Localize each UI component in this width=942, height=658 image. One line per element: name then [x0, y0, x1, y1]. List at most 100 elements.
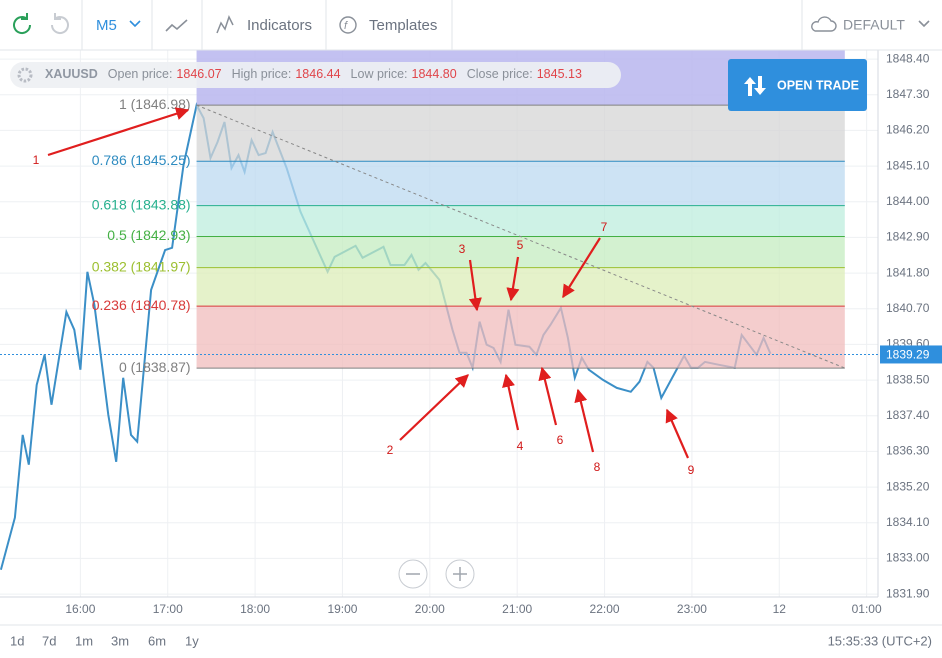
- range-button[interactable]: 6m: [148, 633, 166, 648]
- fib-zone: [196, 105, 845, 162]
- y-tick-label: 1845.10: [886, 158, 930, 172]
- fib-level-label: 0 (1838.87): [119, 359, 191, 375]
- low-label: Low price:: [351, 67, 408, 81]
- current-price-label: 1839.29: [886, 348, 930, 362]
- templates-button[interactable]: Templates: [369, 17, 437, 34]
- y-tick-label: 1846.20: [886, 123, 930, 137]
- annotation-label: 9: [688, 463, 695, 477]
- fib-zone: [196, 205, 845, 237]
- current-price-box: [880, 345, 942, 364]
- fib-level-label: 0.382 (1841.97): [92, 258, 191, 274]
- x-tick-label: 12: [773, 602, 787, 616]
- x-tick-label: 19:00: [327, 602, 357, 616]
- x-tick-label: 20:00: [415, 602, 445, 616]
- annotation-label: 3: [459, 242, 466, 256]
- fib-zone: [196, 267, 845, 307]
- chart-type-icon[interactable]: [165, 19, 188, 32]
- fib-trend-line: [196, 104, 845, 369]
- zoom-in-icon: [453, 567, 467, 581]
- open-value: 1846.07: [176, 67, 221, 81]
- annotation-label: 6: [557, 433, 564, 447]
- settings-icon[interactable]: [17, 67, 33, 83]
- y-tick-label: 1836.30: [886, 444, 930, 458]
- y-tick-label: 1833.00: [886, 551, 930, 565]
- redo-icon[interactable]: [50, 13, 69, 34]
- low-value: 1844.80: [412, 67, 457, 81]
- y-tick-label: 1840.70: [886, 301, 930, 315]
- y-tick-label: 1841.80: [886, 265, 930, 279]
- ohlc-bg: [10, 62, 621, 88]
- y-tick-label: 1842.90: [886, 230, 930, 244]
- symbol: XAUUSD: [45, 67, 98, 81]
- templates-icon[interactable]: [339, 16, 357, 34]
- x-tick-label: 23:00: [677, 602, 707, 616]
- annotation-label: 4: [517, 439, 524, 453]
- clock: 15:35:33 (UTC+2): [828, 633, 932, 648]
- indicators-icon[interactable]: [216, 15, 234, 34]
- annotation-arrow: [399, 374, 469, 441]
- cloud-icon[interactable]: [811, 16, 837, 32]
- templates-icon-glyph: f: [344, 20, 348, 32]
- toolbar-bg: [0, 0, 942, 50]
- y-tick-label: 1847.30: [886, 87, 930, 101]
- range-buttons: 1d 7d 1m 3m 6m 1y: [10, 633, 199, 648]
- layout-button[interactable]: DEFAULT: [843, 17, 905, 33]
- y-tick-label: 1848.40: [886, 51, 930, 65]
- annotation-label: 2: [387, 443, 394, 457]
- annotation-label: 7: [601, 220, 608, 234]
- fib-zone: [196, 306, 845, 369]
- close-value: 1845.13: [537, 67, 582, 81]
- toolbar: M5 Indicators f Templates DEFAULT: [0, 0, 942, 51]
- open-trade-button[interactable]: OPEN TRADE: [728, 59, 867, 111]
- ohlc-bar: XAUUSD Open price: 1846.07 High price: 1846.…: [10, 62, 621, 88]
- y-tick-label: 1844.00: [886, 194, 930, 208]
- range-button[interactable]: 3m: [111, 633, 129, 648]
- range-button[interactable]: 1m: [75, 633, 93, 648]
- fib-level-label: 1 (1846.98): [119, 96, 191, 112]
- x-tick-label: 17:00: [153, 602, 183, 616]
- y-tick-label: 1834.10: [886, 515, 930, 529]
- x-tick-label: 22:00: [590, 602, 620, 616]
- trade-icon: [744, 76, 766, 96]
- annotation-label: 5: [517, 238, 524, 252]
- annotation-arrow: [665, 408, 690, 459]
- close-label: Close price:: [467, 67, 533, 81]
- ohlc-text: XAUUSD Open price: 1846.07 High price: 1846.…: [45, 67, 582, 81]
- chevron[interactable]: [129, 20, 141, 28]
- y-tick-label: 1835.20: [886, 479, 930, 493]
- chevron[interactable]: [918, 20, 930, 28]
- fib-zone: [196, 236, 845, 268]
- y-tick-label: 1831.90: [886, 586, 930, 600]
- high-value: 1846.44: [295, 67, 340, 81]
- fib-zone: [196, 161, 845, 206]
- open-label: Open price:: [108, 67, 173, 81]
- y-tick-label: 1838.50: [886, 372, 930, 386]
- x-tick-label: 21:00: [502, 602, 532, 616]
- annotation-arrow: [468, 259, 482, 312]
- high-label: High price:: [232, 67, 292, 81]
- x-tick-label: 18:00: [240, 602, 270, 616]
- x-tick-label: 01:00: [852, 602, 882, 616]
- annotation-arrow: [538, 366, 558, 426]
- annotation-arrow: [574, 388, 595, 453]
- indicators-button[interactable]: Indicators: [247, 17, 312, 34]
- y-tick-label: 1837.40: [886, 408, 930, 422]
- range-button[interactable]: 1y: [185, 633, 199, 648]
- annotation-label: 8: [594, 460, 601, 474]
- annotation-arrow: [47, 107, 190, 157]
- fib-level-label: 0.618 (1843.88): [92, 196, 191, 212]
- open-trade-bg[interactable]: [728, 59, 867, 111]
- fib-level-label: 0.5 (1842.93): [107, 227, 190, 243]
- annotation-arrow: [502, 373, 520, 431]
- undo-icon[interactable]: [13, 13, 32, 34]
- annotation-arrow: [506, 256, 520, 302]
- fib-level-label: 0.236 (1840.78): [92, 297, 191, 313]
- fib-level-label: 0.786 (1845.25): [92, 152, 191, 168]
- timeframe[interactable]: M5: [96, 17, 117, 34]
- annotation-label: 1: [33, 153, 40, 167]
- range-button[interactable]: 1d: [10, 633, 24, 648]
- range-button[interactable]: 7d: [42, 633, 56, 648]
- annotation-arrow: [562, 237, 601, 299]
- open-trade-label[interactable]: OPEN TRADE: [777, 78, 859, 92]
